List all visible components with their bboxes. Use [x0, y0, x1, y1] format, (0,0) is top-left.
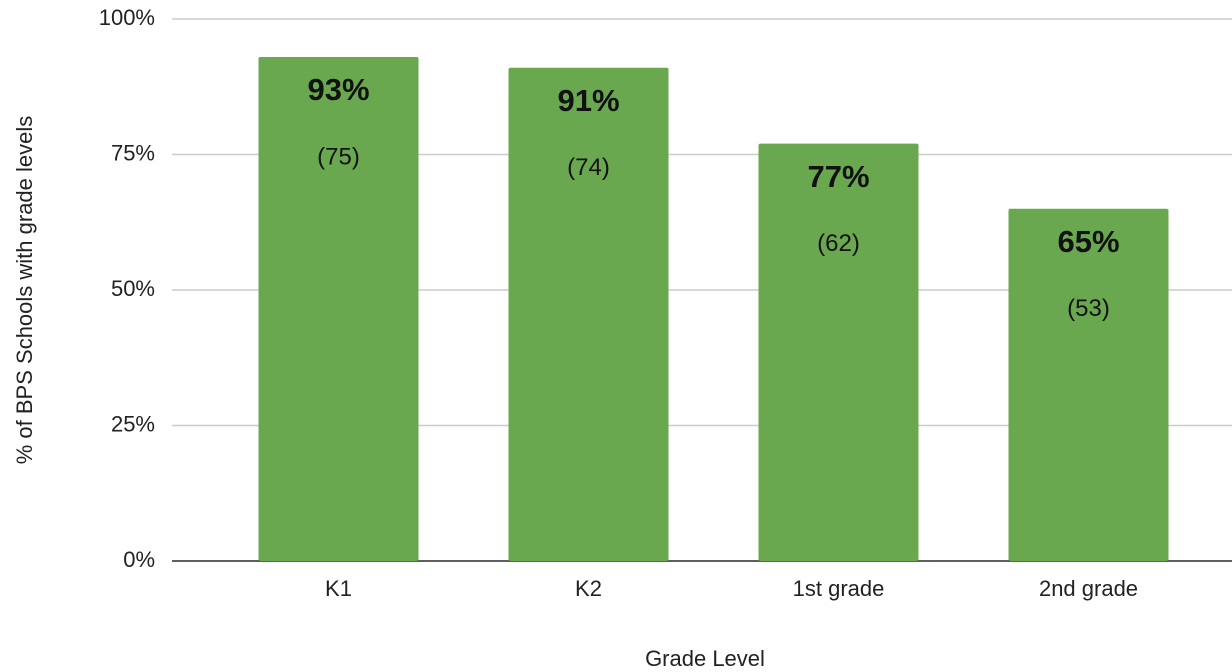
count-label: (62): [817, 230, 860, 257]
x-tick-label: K2: [575, 576, 602, 601]
y-axis-title: % of BPS Schools with grade levels: [12, 116, 37, 465]
x-tick-label: 2nd grade: [1039, 576, 1138, 601]
value-label: 91%: [557, 83, 619, 118]
value-label: 65%: [1057, 224, 1119, 259]
x-tick-label: K1: [325, 576, 352, 601]
bar: [258, 56, 419, 561]
x-axis-title: Grade Level: [645, 646, 765, 671]
y-tick-label: 25%: [111, 411, 155, 436]
count-label: (75): [317, 143, 360, 170]
y-tick-label: 100%: [99, 5, 155, 30]
value-label: 77%: [807, 159, 869, 194]
y-tick-label: 75%: [111, 140, 155, 165]
bar: [758, 143, 919, 561]
count-label: (74): [567, 154, 610, 181]
bar: [1008, 208, 1169, 561]
count-label: (53): [1067, 295, 1110, 322]
value-label: 93%: [307, 72, 369, 107]
y-tick-label: 50%: [111, 276, 155, 301]
x-tick-label: 1st grade: [793, 576, 885, 601]
y-tick-label: 0%: [123, 547, 155, 572]
bar: [508, 67, 669, 561]
